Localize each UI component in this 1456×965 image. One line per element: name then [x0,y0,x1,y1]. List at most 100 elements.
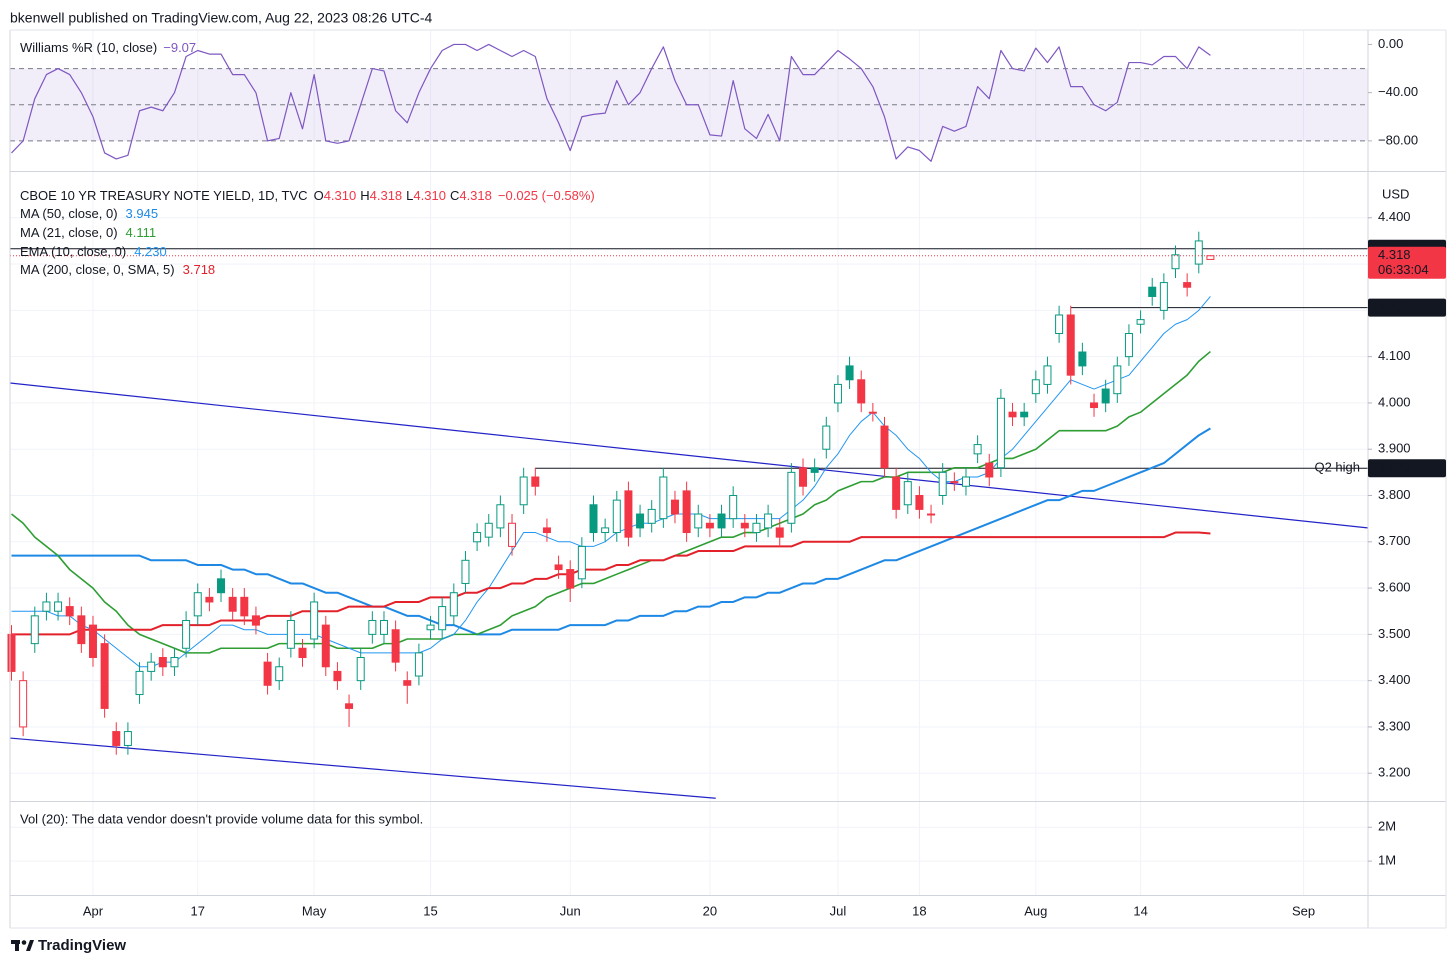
price-label: 3.859 [1378,460,1411,475]
candle-body [391,629,400,663]
ma-legend: MA (50, close, 0) 3.945 [20,206,158,221]
y-tick-label: 1M [1378,853,1396,868]
candle-body [868,411,877,414]
x-tick-label: 20 [703,903,717,918]
candle-body [950,481,959,484]
candle-body [1124,333,1133,358]
candle-body [892,476,901,510]
candle-body [88,624,97,659]
candle-body [484,522,493,538]
candle-body [403,680,412,686]
x-tick-label: 18 [912,903,926,918]
candle-body [42,601,51,612]
wr-name: Williams %R (10, close) [20,40,157,55]
candle-body [1183,282,1192,288]
candle-body [7,633,16,672]
logo-part [21,940,27,945]
y-tick-label: 3.300 [1378,718,1411,733]
candle-body [345,703,354,709]
candle-body [927,513,936,516]
candle-body [438,606,447,631]
candle-body [508,522,517,547]
candle-body [1159,282,1168,311]
candle-body [356,657,365,682]
price-label: 4.206 [1378,300,1411,315]
ma-value: 4.111 [126,225,157,240]
ohlc-key: L [406,188,413,203]
wr-value: −9.07 [163,40,196,55]
ma-value: 3.718 [183,262,216,277]
candle-body [100,643,109,709]
candle-body [158,657,167,668]
candle-body [275,666,284,682]
candle-body [857,379,866,404]
ma-legend: MA (200, close, 0, SMA, 5) 3.718 [20,262,215,277]
candle-body [1206,255,1215,260]
candle-body [566,569,575,589]
price-label-box [1368,298,1446,317]
candle-body [147,661,156,672]
candle-body [822,425,831,450]
candle-body [461,559,470,584]
countdown: 06:33:04 [1378,262,1429,277]
candle-body [54,601,63,612]
moving-average [11,350,1211,654]
candle-body [1078,351,1087,367]
x-tick-label: Aug [1024,903,1047,918]
y-tick-label: 3.600 [1378,580,1411,595]
symbol: CBOE 10 YR TREASURY NOTE YIELD, 1D, TVC [20,188,308,203]
x-tick-label: Jun [560,903,581,918]
candle-body [321,624,330,668]
last-price-label: 4.318 [1378,247,1411,262]
axes: Apr 17 May 15 Jun 20 Jul 18 Aug 14 Sep 0.00 −40.00 −8… [83,36,1446,918]
moving-average [11,531,1211,636]
y-tick-label: 4.400 [1378,209,1411,224]
candle-body [612,499,621,534]
candle-body [729,495,738,520]
logo-part [15,940,19,951]
candle-body [554,564,563,571]
candle-body [740,522,749,529]
x-tick-label: 17 [191,903,205,918]
candle-body [310,601,319,640]
candle-body [810,467,819,473]
candle-body [996,397,1005,469]
volume-note: Vol (20): The data vendor doesn't provid… [20,811,423,826]
ma-value: 3.945 [126,206,159,221]
ma-name: MA (21, close, 0) [20,225,118,240]
candle-body [799,467,808,487]
candle-body [694,513,703,529]
candle-body [368,619,377,635]
candle-body [670,499,679,515]
candle-body [333,670,342,682]
candle-body [659,476,668,520]
candle-body [624,490,633,538]
y-tick-label: 4.000 [1378,394,1411,409]
candle-body [973,444,982,455]
candle-body [170,657,179,668]
ohlc-value: 4.318 [459,188,492,203]
y-tick-label: 2M [1378,819,1396,834]
x-tick-label: 15 [423,903,437,918]
y-tick-label: 3.800 [1378,487,1411,502]
candle-body [519,476,528,506]
ma-legend: MA (21, close, 0) 4.111 [20,225,156,240]
y-tick-label: 0.00 [1378,36,1403,51]
ohlc-value: 4.310 [413,188,446,203]
candle-body [915,495,924,510]
candle-body [205,596,214,603]
candle-body [531,476,540,487]
candle-body [647,508,656,524]
ma-name: MA (50, close, 0) [20,206,118,221]
ma-name: EMA (10, close, 0) [20,244,126,259]
y-tick-label: 3.200 [1378,765,1411,780]
candle-body [298,647,307,659]
candle-body [1090,402,1099,409]
candle-body [1113,365,1122,395]
candle-body [1148,286,1157,297]
brand-logo [11,940,34,951]
candle-body [985,462,994,478]
candle-body [787,471,796,524]
